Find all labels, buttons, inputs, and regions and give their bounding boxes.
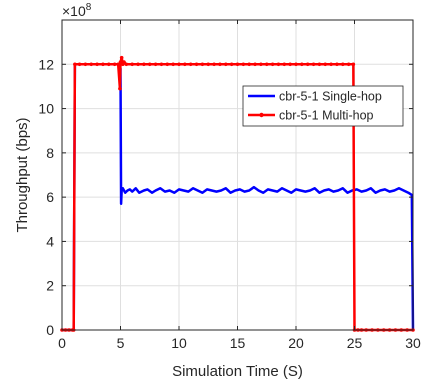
series-point-cbr-5-1-multi-hop <box>122 60 126 64</box>
series-point-cbr-5-1-multi-hop <box>77 62 82 67</box>
series-point-cbr-5-1-multi-hop <box>218 62 222 67</box>
series-point-cbr-5-1-multi-hop <box>212 62 216 67</box>
series-point-cbr-5-1-multi-hop <box>159 62 164 67</box>
series-point-cbr-5-1-multi-hop <box>235 62 240 67</box>
series-point-cbr-5-1-multi-hop <box>264 62 269 67</box>
series-point-cbr-5-1-multi-hop <box>241 62 246 67</box>
series-point-cbr-5-1-multi-hop <box>83 62 88 67</box>
x-tick-label: 15 <box>230 335 246 351</box>
series-point-cbr-5-1-multi-hop <box>206 62 211 67</box>
series-point-cbr-5-1-multi-hop <box>130 62 134 67</box>
series-point-cbr-5-1-multi-hop <box>288 62 292 67</box>
y-tick-label: 4 <box>46 233 54 249</box>
series-point-cbr-5-1-multi-hop <box>165 62 170 67</box>
y-exponent-base: ×10 <box>62 3 86 19</box>
series-point-cbr-5-1-multi-hop <box>118 60 123 64</box>
y-axis-title: Throughput (bps) <box>14 117 31 232</box>
series-point-cbr-5-1-multi-hop <box>276 62 281 67</box>
series-point-cbr-5-1-multi-hop <box>177 62 181 67</box>
x-tick-label: 20 <box>288 335 304 351</box>
legend-label-single-hop: cbr-5-1 Single-hop <box>279 90 382 104</box>
x-tick-label: 10 <box>171 335 187 351</box>
x-tick-label: 25 <box>347 335 363 351</box>
series-line-cbr-5-1-single-hop <box>62 63 415 332</box>
y-tick-label: 6 <box>46 189 54 205</box>
series-point-cbr-5-1-multi-hop <box>329 62 333 67</box>
series-point-cbr-5-1-multi-hop <box>317 62 322 67</box>
series-point-cbr-5-1-multi-hop <box>95 62 99 67</box>
y-exponent-label: ×108 <box>62 2 92 19</box>
series-point-cbr-5-1-multi-hop <box>124 62 129 67</box>
series-point-cbr-5-1-multi-hop <box>270 62 275 67</box>
series-point-cbr-5-1-multi-hop <box>118 86 122 91</box>
series-point-cbr-5-1-multi-hop <box>300 62 304 67</box>
series-point-cbr-5-1-multi-hop <box>294 62 298 67</box>
y-tick-label: 2 <box>46 278 54 294</box>
tick-labels: 0 5 10 15 20 25 30 0 2 4 6 8 10 12 <box>38 56 421 351</box>
series-point-cbr-5-1-multi-hop <box>101 62 105 67</box>
series-point-cbr-5-1-multi-hop <box>147 62 152 67</box>
legend: cbr-5-1 Single-hop cbr-5-1 Multi-hop <box>242 85 404 127</box>
series-point-cbr-5-1-multi-hop <box>253 62 257 67</box>
x-tick-label: 30 <box>405 335 421 351</box>
y-exponent-power: 8 <box>86 2 92 13</box>
series-point-cbr-5-1-multi-hop <box>311 62 316 67</box>
series-point-cbr-5-1-multi-hop <box>224 62 228 67</box>
series-point-cbr-5-1-multi-hop <box>335 62 339 67</box>
y-tick-label: 8 <box>46 145 54 161</box>
legend-marker-multi-hop <box>259 112 264 118</box>
series-point-cbr-5-1-multi-hop <box>136 62 140 67</box>
series-point-cbr-5-1-multi-hop <box>112 62 117 67</box>
y-tick-label: 10 <box>38 101 54 117</box>
series-point-cbr-5-1-multi-hop <box>247 62 251 67</box>
series-point-cbr-5-1-multi-hop <box>119 55 124 60</box>
y-tick-label: 0 <box>46 322 54 338</box>
series-point-cbr-5-1-multi-hop <box>323 62 328 67</box>
series-point-cbr-5-1-multi-hop <box>200 62 205 67</box>
series-point-cbr-5-1-multi-hop <box>259 62 263 67</box>
series-point-cbr-5-1-multi-hop <box>351 62 356 67</box>
series-point-cbr-5-1-multi-hop <box>282 62 287 67</box>
series-point-cbr-5-1-multi-hop <box>305 62 310 67</box>
series-point-cbr-5-1-multi-hop <box>229 62 234 67</box>
series-point-cbr-5-1-multi-hop <box>116 62 120 67</box>
series-point-cbr-5-1-multi-hop <box>153 62 158 67</box>
series-point-cbr-5-1-multi-hop <box>341 62 345 67</box>
series-point-cbr-5-1-multi-hop <box>188 62 193 67</box>
series-point-cbr-5-1-multi-hop <box>73 62 77 67</box>
series-point-cbr-5-1-multi-hop <box>107 62 111 67</box>
series-point-cbr-5-1-multi-hop <box>142 62 146 67</box>
x-tick-label: 5 <box>117 335 125 351</box>
legend-box <box>242 85 404 127</box>
legend-label-multi-hop: cbr-5-1 Multi-hop <box>279 109 374 123</box>
series-point-cbr-5-1-multi-hop <box>183 62 187 67</box>
tick-marks <box>61 20 414 331</box>
series-point-cbr-5-1-multi-hop <box>346 62 351 67</box>
x-axis-title: Simulation Time (S) <box>172 363 303 380</box>
y-tick-label: 12 <box>38 56 54 72</box>
x-tick-label: 0 <box>58 335 66 351</box>
series-point-cbr-5-1-multi-hop <box>171 62 175 67</box>
series-point-cbr-5-1-multi-hop <box>89 62 94 67</box>
series-point-cbr-5-1-multi-hop <box>194 62 199 67</box>
